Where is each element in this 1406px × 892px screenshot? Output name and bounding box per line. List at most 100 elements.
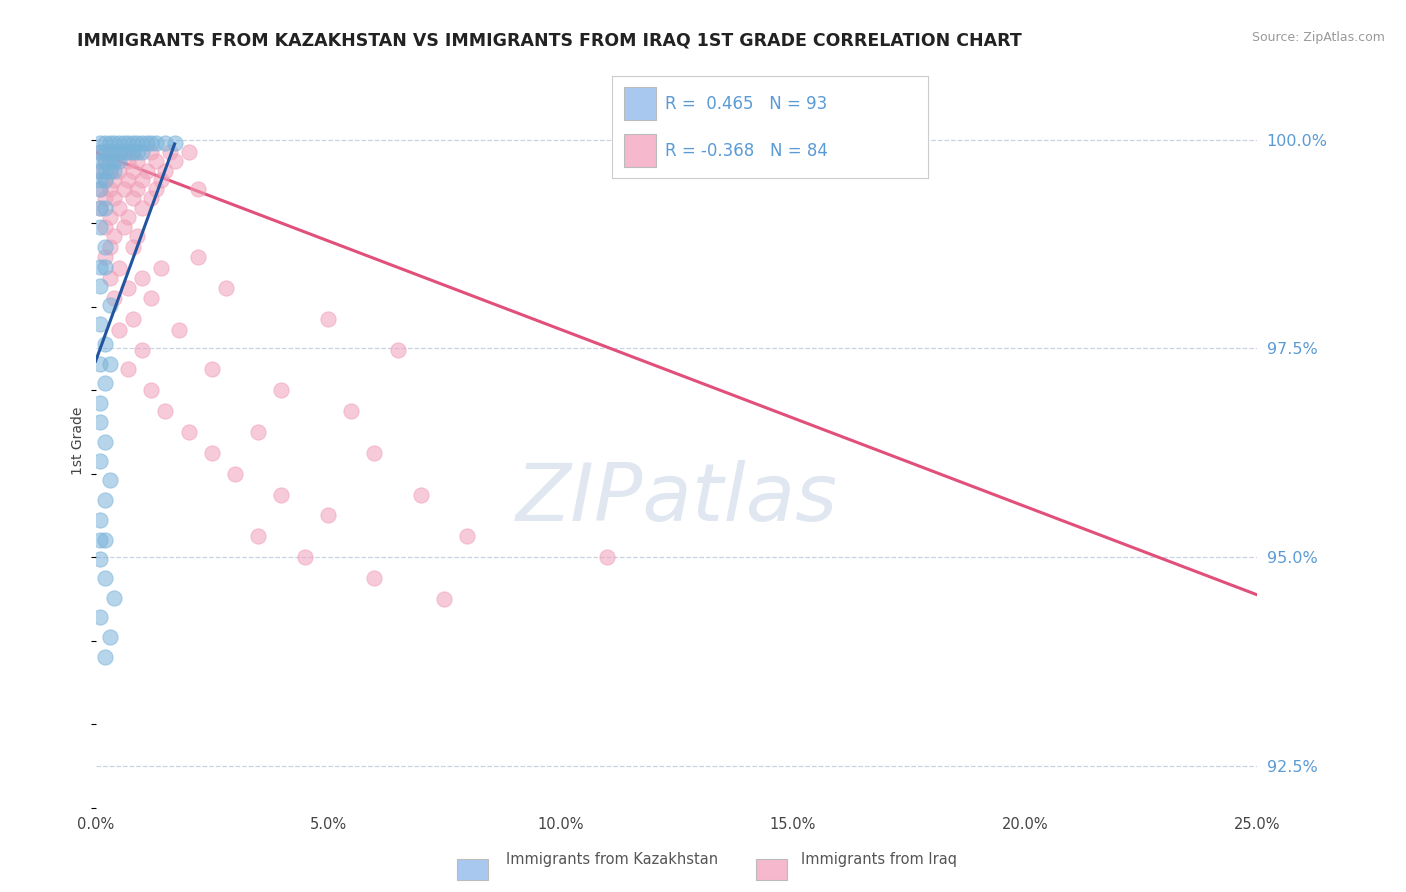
Point [155,136,177,150]
Point [89,278,111,293]
Point [94,191,117,205]
Point [247,529,270,543]
Point [595,550,617,565]
Point [131,201,153,215]
Point [340,404,363,418]
Point [108,154,131,169]
Point [270,383,292,397]
Point [117,136,139,150]
Point [94,533,117,547]
Point [121,145,143,160]
Point [94,571,117,585]
Point [89,454,111,468]
Point [89,145,111,160]
Point [121,136,143,150]
Point [131,173,153,187]
Point [94,154,117,169]
Point [94,250,117,264]
Point [89,136,111,150]
Point [145,136,167,150]
Point [108,145,131,160]
Point [433,591,456,606]
Point [121,312,143,326]
Point [127,228,149,243]
Point [89,145,111,160]
Point [112,182,135,196]
Point [135,136,157,150]
Point [127,154,149,169]
Point [117,173,139,187]
Point [187,182,209,196]
Point [98,211,121,225]
Point [141,191,163,205]
Text: IMMIGRANTS FROM KAZAKHSTAN VS IMMIGRANTS FROM IRAQ 1ST GRADE CORRELATION CHART: IMMIGRANTS FROM KAZAKHSTAN VS IMMIGRANTS… [77,31,1022,49]
Point [294,550,316,565]
Point [94,154,117,169]
Point [141,145,163,160]
Point [94,649,117,664]
Point [89,260,111,274]
Text: R = -0.368   N = 84: R = -0.368 N = 84 [665,142,828,160]
Point [224,467,246,481]
Point [117,145,139,160]
Point [94,201,117,215]
Point [135,163,157,178]
Point [247,425,270,439]
Point [131,145,153,160]
Point [98,136,121,150]
Point [169,323,191,337]
Point [108,136,131,150]
Point [103,228,125,243]
Point [141,136,163,150]
Point [141,383,163,397]
Point [316,312,339,326]
Point [89,173,111,187]
Point [112,136,135,150]
Point [89,552,111,566]
Point [103,173,125,187]
Point [131,136,153,150]
Point [103,154,125,169]
Point [94,136,117,150]
Point [98,145,121,160]
Point [94,173,117,187]
Point [98,474,121,488]
Point [215,281,238,295]
Point [94,493,117,508]
Point [103,292,125,306]
Point [94,376,117,390]
Point [117,211,139,225]
Point [98,298,121,312]
Point [187,250,209,264]
Point [103,191,125,205]
Point [159,145,181,160]
Point [117,154,139,169]
FancyBboxPatch shape [624,87,655,120]
Point [98,357,121,371]
Point [98,154,121,169]
Point [94,260,117,274]
Point [89,201,111,215]
Point [94,337,117,351]
Point [127,145,149,160]
Text: R =  0.465   N = 93: R = 0.465 N = 93 [665,95,828,112]
Point [121,239,143,253]
Point [98,163,121,178]
Point [117,362,139,376]
Point [127,136,149,150]
Point [98,182,121,196]
Point [131,343,153,358]
Point [155,404,177,418]
Point [94,219,117,234]
Point [89,415,111,429]
Point [89,396,111,410]
Y-axis label: 1st Grade: 1st Grade [72,406,86,475]
Point [145,154,167,169]
Point [117,281,139,295]
Text: Source: ZipAtlas.com: Source: ZipAtlas.com [1251,31,1385,45]
Point [89,318,111,332]
Point [163,154,186,169]
Point [145,182,167,196]
Point [103,145,125,160]
Point [103,163,125,178]
